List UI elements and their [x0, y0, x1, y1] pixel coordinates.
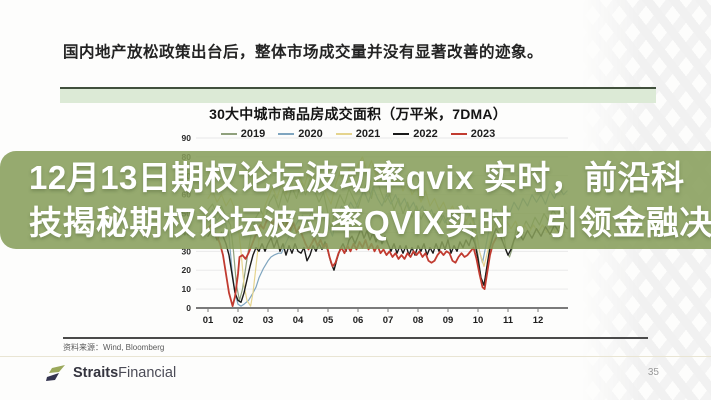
page-number: 35 [647, 367, 659, 378]
svg-text:11: 11 [503, 315, 514, 326]
legend-label-2023: 2023 [470, 128, 496, 140]
svg-text:10: 10 [473, 315, 484, 326]
overlay-text-line1: 12月13日期权论坛波动率qvix 实时，前沿科 [29, 159, 685, 196]
straits-financial-logo-icon [46, 365, 65, 381]
legend-dash-2019 [220, 133, 237, 135]
legend-item-2023: 2023 [450, 128, 496, 140]
section-green-bar [60, 87, 656, 103]
legend-item-2020: 2020 [278, 128, 323, 140]
svg-text:08: 08 [413, 315, 424, 326]
svg-text:02: 02 [233, 315, 244, 326]
slide-headline: 国内地产放松政策出台后，整体市场成交量并没有显著改善的迹象。 [63, 44, 544, 61]
legend-label-2021: 2021 [355, 128, 381, 140]
svg-text:07: 07 [383, 315, 394, 326]
svg-text:01: 01 [203, 315, 214, 326]
svg-text:09: 09 [443, 315, 454, 326]
chart-title: 30大中城市商品房成交面积（万平米，7DMA） [209, 106, 507, 122]
svg-text:30: 30 [182, 246, 192, 256]
svg-text:10: 10 [182, 284, 192, 294]
svg-text:04: 04 [293, 315, 304, 326]
legend-item-2019: 2019 [220, 128, 266, 140]
svg-text:90: 90 [182, 133, 192, 143]
svg-text:05: 05 [323, 315, 334, 326]
brand-name-bold: Straits [73, 365, 119, 381]
legend-item-2022: 2022 [393, 128, 438, 140]
brand-name-light: Financial [118, 365, 177, 381]
legend-dash-2021 [335, 133, 352, 135]
brand-name: StraitsFinancial [73, 365, 176, 381]
svg-text:06: 06 [353, 315, 364, 326]
legend-label-2020: 2020 [298, 128, 323, 140]
legend-dash-2020 [278, 133, 295, 135]
legend-dash-2023 [450, 133, 467, 135]
chart-block: 30大中城市商品房成交面积（万平米，7DMA） 2019 2020 2021 2022… [60, 104, 656, 140]
headline-overlay-banner: 12月13日期权论坛波动率qvix 实时，前沿科 技揭秘期权论坛波动率QVIX实… [0, 151, 711, 249]
svg-text:20: 20 [182, 265, 192, 275]
chart-bottom-rule [63, 337, 648, 339]
legend-label-2022: 2022 [413, 128, 438, 140]
source-note: 资料来源：Wind, Bloomberg [63, 343, 165, 352]
legend-dash-2022 [393, 133, 410, 135]
legend-label-2019: 2019 [240, 128, 266, 140]
overlay-text-line2: 技揭秘期权论坛波动率QVIX实时，引领金融决 [29, 204, 711, 241]
chart-legend: 2019 2020 2021 2022 2023 [60, 128, 656, 140]
svg-text:0: 0 [186, 303, 191, 313]
footer-separator [0, 356, 711, 357]
svg-text:12: 12 [533, 315, 544, 326]
brand-logo: StraitsFinancial [45, 364, 176, 382]
legend-item-2021: 2021 [335, 128, 381, 140]
svg-text:03: 03 [263, 315, 274, 326]
